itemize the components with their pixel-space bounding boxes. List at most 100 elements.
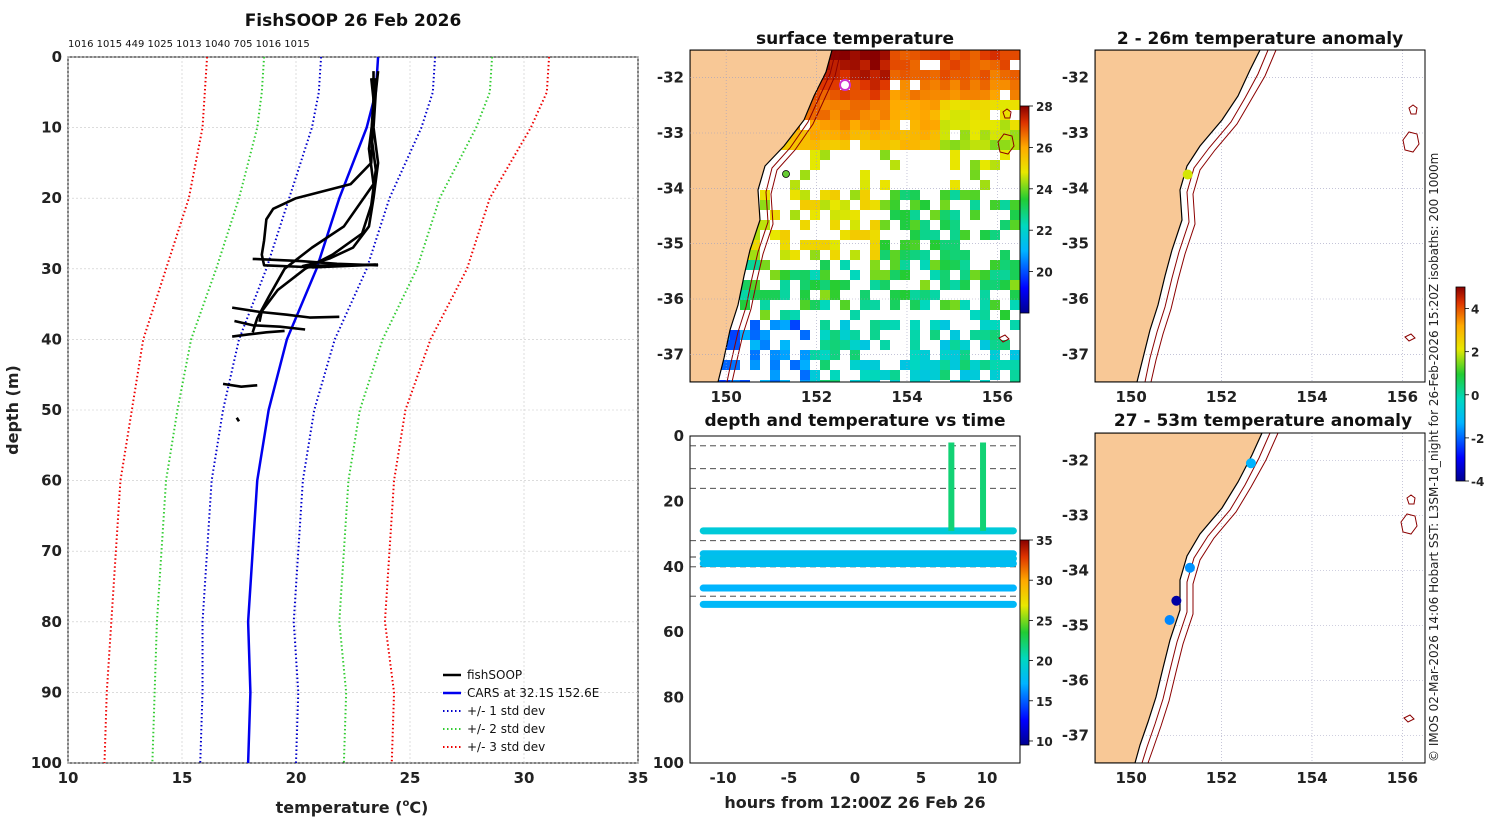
sst-cell <box>840 130 850 140</box>
sst-cell <box>900 290 910 300</box>
sst-cell <box>780 340 790 350</box>
sst-cell <box>760 300 770 310</box>
sst-cell <box>800 190 810 200</box>
map-lon-label: 152 <box>1206 769 1237 787</box>
sst-cell <box>890 110 900 120</box>
sst-cell <box>870 80 880 90</box>
sst-cell <box>830 120 840 130</box>
sst-cell <box>840 110 850 120</box>
sst-cell <box>900 60 910 70</box>
sst-cell <box>990 230 1000 240</box>
sst-cell <box>750 350 760 360</box>
sst-cell <box>920 120 930 130</box>
sst-cell <box>810 270 820 280</box>
sst-cell <box>1000 360 1010 370</box>
sst-cell <box>990 60 1000 70</box>
sst-cell <box>820 130 830 140</box>
sst-cell <box>740 330 750 340</box>
ts-axes-box <box>689 435 1021 764</box>
map-lat-label: -33 <box>657 124 684 142</box>
sst-cell <box>900 70 910 80</box>
sst-cell <box>960 230 970 240</box>
sst-cell <box>910 120 920 130</box>
sst-cell <box>970 100 980 110</box>
sst-cell <box>950 240 960 250</box>
sst-cell <box>780 230 790 240</box>
sst-cell <box>900 220 910 230</box>
sst-cell <box>840 210 850 220</box>
sst-cell <box>980 230 990 240</box>
sst-cell <box>850 60 860 70</box>
sst-cell <box>750 320 760 330</box>
sst-cell <box>970 310 980 320</box>
sst-cell <box>1000 80 1010 90</box>
sst-cell <box>860 130 870 140</box>
sst-cell <box>970 120 980 130</box>
profile-ytick-label: 60 <box>41 472 62 490</box>
sst-cell <box>960 380 970 382</box>
profile-legend: fishSOOP CARS at 32.1S 152.6E +/- 1 std de… <box>443 668 599 754</box>
ts-title: depth and temperature vs time <box>705 411 1006 431</box>
profile-ytick-label: 40 <box>41 330 62 348</box>
map-lat-label: -36 <box>1062 290 1089 308</box>
sst-cell <box>870 270 880 280</box>
sst-cell <box>980 50 990 60</box>
sst-cell <box>980 160 990 170</box>
sst-cell <box>750 360 760 370</box>
sst-cell <box>970 130 980 140</box>
sst-cell <box>800 240 810 250</box>
sst-cell <box>960 120 970 130</box>
sst-cell <box>830 60 840 70</box>
ts-cb-label: 20 <box>1036 655 1053 669</box>
sst-cell <box>1010 270 1020 280</box>
sst-cell <box>810 200 820 210</box>
profile-grid <box>67 56 639 764</box>
sst-cell <box>890 50 900 60</box>
sst-cell <box>800 280 810 290</box>
sst-cell <box>980 360 990 370</box>
map-lat-label: -32 <box>1062 452 1089 470</box>
anom2-islands <box>1400 494 1418 723</box>
sst-cell <box>850 350 860 360</box>
sst-cell <box>930 240 940 250</box>
sst-cell <box>1010 220 1020 230</box>
sst-islands <box>997 108 1015 343</box>
sst-cell <box>950 120 960 130</box>
sst-cell <box>870 200 880 210</box>
sst-cell <box>770 370 780 380</box>
sst-cell <box>900 140 910 150</box>
sst-map-panel: surface temperature 150 152 154 156 -32 -33 -3… <box>657 29 1053 406</box>
profile-ytick-label: 30 <box>41 260 62 278</box>
sst-cell <box>960 100 970 110</box>
sst-cell <box>940 100 950 110</box>
sst-cell <box>850 340 860 350</box>
sst-cell <box>1000 140 1010 150</box>
sst-cell <box>900 240 910 250</box>
sst-cell <box>870 330 880 340</box>
ts-cb-label: 15 <box>1036 695 1053 709</box>
map-lon-label: 150 <box>1116 388 1147 406</box>
sst-cell <box>750 330 760 340</box>
legend-label: +/- 3 std dev <box>467 740 545 754</box>
sst-cell <box>980 340 990 350</box>
sst-cell <box>810 280 820 290</box>
profile-ticks: 10 15 20 25 30 35 0 10 20 30 40 50 60 70 80 90 100 <box>31 48 649 787</box>
sst-cell <box>840 200 850 210</box>
ts-xtick-label: 5 <box>916 769 926 787</box>
sst-cell <box>900 270 910 280</box>
sst-cell <box>1010 280 1020 290</box>
sst-cell <box>930 360 940 370</box>
sst-cell <box>890 290 900 300</box>
sst-cell <box>910 200 920 210</box>
sst-cell <box>920 50 930 60</box>
sst-cell <box>840 70 850 80</box>
ts-ytick-label: 40 <box>663 558 684 576</box>
sst-cell <box>910 350 920 360</box>
sst-cell <box>940 80 950 90</box>
anom1-point <box>1182 169 1193 180</box>
sst-cell <box>990 160 1000 170</box>
sst-cell <box>930 90 940 100</box>
sst-cell <box>910 380 920 382</box>
sst-cell <box>820 290 830 300</box>
sst-cell <box>810 120 820 130</box>
